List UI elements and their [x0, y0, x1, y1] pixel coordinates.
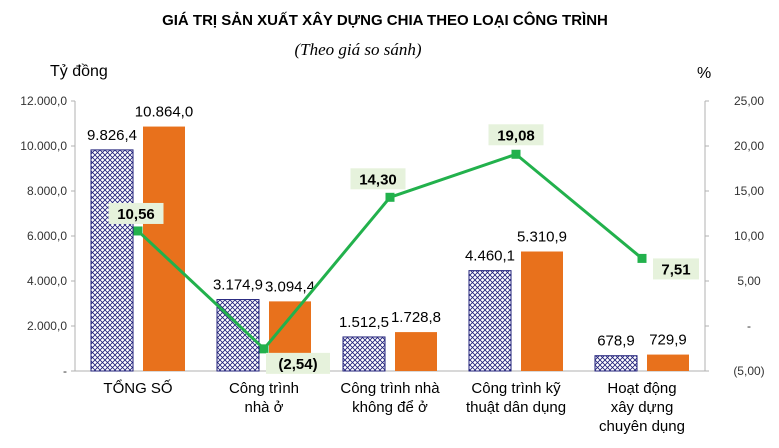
chart-title: GIÁ TRỊ SẢN XUẤT XÂY DỰNG CHIA THEO LOẠI…: [162, 11, 608, 29]
bar-hatched: [342, 336, 386, 372]
left-tick-label: 4.000,0: [27, 274, 67, 288]
left-tick-label: 10.000,0: [20, 139, 67, 153]
right-tick-label: (5,00): [733, 364, 764, 378]
category-label: Công trình nhà: [340, 380, 440, 397]
growth-label: 19,08: [497, 127, 535, 144]
right-tick-label: -: [747, 319, 751, 333]
growth-label-box: [488, 124, 544, 146]
left-tick-label: 2.000,0: [27, 319, 67, 333]
bar-hatched-label: 1.512,5: [339, 314, 389, 331]
growth-point: [511, 149, 521, 159]
growth-point: [259, 344, 269, 354]
bar-orange: [395, 332, 437, 371]
bar-hatched: [90, 149, 134, 372]
left-tick-label: 12.000,0: [20, 94, 67, 108]
bar-orange-label: 1.728,8: [391, 309, 441, 326]
right-tick-label: 25,00: [734, 94, 764, 108]
growth-label-box: [350, 168, 406, 190]
bar-orange-label: 10.864,0: [135, 104, 193, 121]
right-tick-label: 5,00: [737, 274, 761, 288]
growth-label-box: [266, 352, 330, 374]
growth-label-box: [108, 202, 164, 224]
bar-hatched-label: 4.460,1: [465, 248, 515, 265]
category-label: nhà ở: [244, 399, 283, 416]
category-label: Công trình kỹ: [471, 380, 561, 397]
bar-hatched-label: 3.174,9: [213, 277, 263, 294]
category-label: TỔNG SỐ: [103, 379, 172, 397]
bar-hatched: [594, 355, 638, 372]
growth-point: [637, 253, 647, 263]
category-label: Công trình: [229, 380, 299, 397]
category-label: xây dựng: [611, 399, 674, 416]
category-label: chuyên dụng: [599, 418, 685, 435]
chart-subtitle: (Theo giá so sánh): [294, 40, 421, 59]
growth-label: 10,56: [117, 206, 155, 223]
bar-hatched-label: 9.826,4: [87, 127, 137, 144]
growth-point: [385, 192, 395, 202]
bar-orange: [647, 354, 689, 371]
category-label: Hoạt động: [607, 380, 676, 397]
left-tick-label: 6.000,0: [27, 229, 67, 243]
category-label: không để ở: [352, 399, 428, 416]
bar-hatched-label: 678,9: [597, 333, 635, 350]
bar-orange-label: 729,9: [649, 332, 687, 349]
growth-label: 14,30: [359, 171, 397, 188]
growth-label-box: [653, 258, 699, 280]
left-tick-label: -: [63, 364, 67, 378]
growth-point: [133, 226, 143, 236]
bar-hatched: [468, 270, 512, 372]
right-tick-label: 20,00: [734, 139, 764, 153]
category-label: thuật dân dụng: [466, 399, 566, 416]
growth-label: 7,51: [661, 261, 690, 278]
left-axis-unit: Tỷ đồng: [50, 63, 108, 80]
bar-hatched: [216, 299, 260, 372]
right-axis-unit: %: [697, 65, 711, 82]
bar-orange-label: 3.094,4: [265, 278, 315, 295]
right-tick-label: 15,00: [734, 184, 764, 198]
bar-orange-label: 5.310,9: [517, 229, 567, 246]
right-tick-label: 10,00: [734, 229, 764, 243]
bar-orange: [143, 126, 185, 371]
growth-label: (2,54): [278, 356, 317, 373]
left-tick-label: 8.000,0: [27, 184, 67, 198]
bar-orange: [521, 251, 563, 371]
